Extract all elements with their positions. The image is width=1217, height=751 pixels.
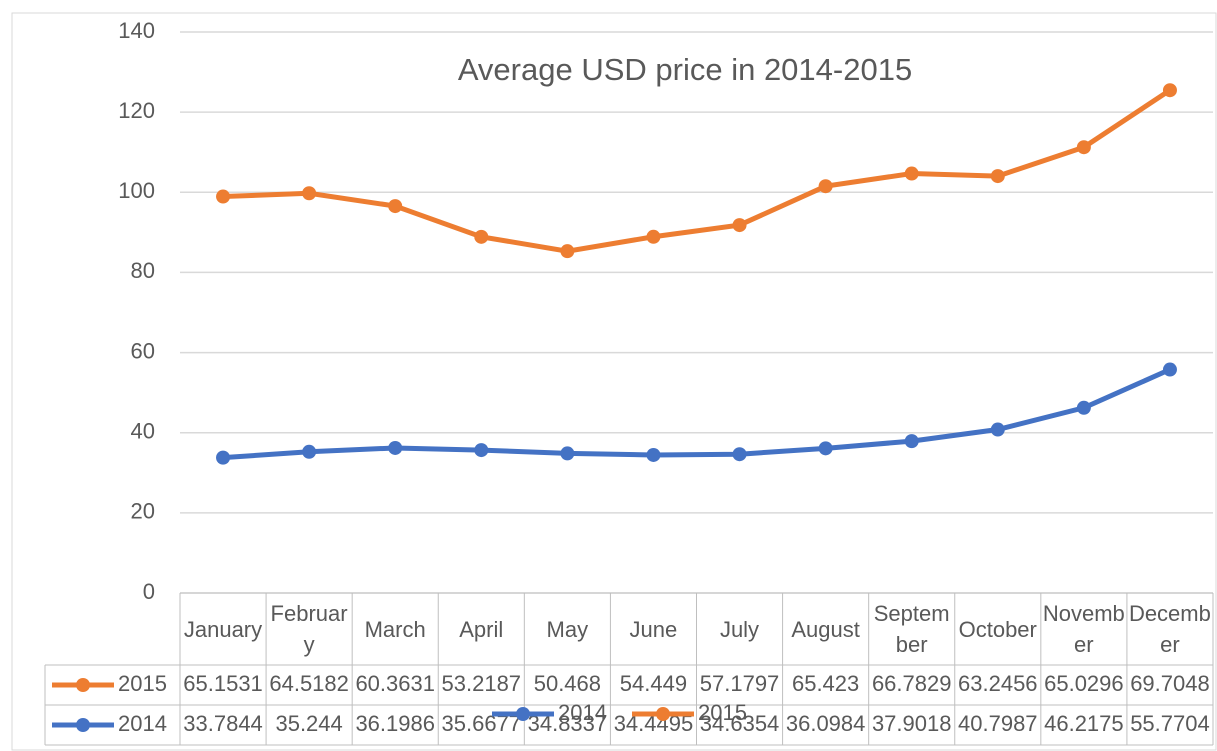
table-cell: 65.423 (792, 671, 859, 696)
table-row-header: 2015 (118, 671, 167, 696)
legend-key (516, 707, 530, 721)
y-tick-label: 40 (131, 419, 155, 444)
x-tick-label: April (459, 616, 504, 642)
table-cell: 34.6354 (700, 711, 780, 736)
table-cell: 66.7829 (872, 671, 952, 696)
table-cell: 54.449 (620, 671, 687, 696)
data-point (216, 189, 231, 204)
data-point (302, 444, 317, 459)
table-cell: 60.3631 (355, 671, 435, 696)
table-row-header: 2014 (118, 711, 167, 736)
data-point (646, 229, 661, 244)
table-cell: 65.0296 (1044, 671, 1124, 696)
legend-label: 2015 (698, 700, 747, 725)
x-tick-label: November (1042, 601, 1125, 657)
table-cell: 53.2187 (442, 671, 522, 696)
table-cell: 46.2175 (1044, 711, 1124, 736)
data-point (904, 434, 919, 449)
table-cell: 35.244 (275, 711, 342, 736)
data-point (732, 218, 747, 233)
data-point (388, 199, 403, 214)
x-tick-label: September (873, 601, 950, 657)
y-tick-label: 0 (143, 579, 155, 604)
category-cell: October (958, 616, 1037, 642)
table-cell: 55.7704 (1130, 711, 1210, 736)
table-cell: 57.1797 (700, 671, 780, 696)
category-cell: November (1042, 601, 1125, 657)
table-cell: 40.7987 (958, 711, 1038, 736)
table-cell: 65.1531 (183, 671, 263, 696)
data-point (216, 450, 231, 465)
data-point (646, 447, 661, 462)
x-tick-label: March (364, 616, 426, 642)
category-cell: March (364, 616, 426, 642)
table-cell: 69.7048 (1130, 671, 1210, 696)
data-point (388, 440, 403, 455)
legend-label: 2014 (558, 700, 607, 725)
legend-key (76, 678, 90, 692)
data-point (474, 443, 489, 458)
table-cell: 37.9018 (872, 711, 952, 736)
x-tick-label: October (958, 616, 1037, 642)
y-tick-label: 20 (131, 499, 155, 524)
table-cell: 63.2456 (958, 671, 1038, 696)
legend-key (656, 707, 670, 721)
series-line (222, 367, 1171, 461)
data-point (560, 446, 575, 461)
x-tick-label: February (270, 601, 348, 657)
y-tick-label: 100 (118, 178, 155, 203)
table-cell: 64.5182 (269, 671, 349, 696)
y-tick-label: 60 (131, 338, 155, 363)
data-point (1162, 83, 1177, 98)
data-point (990, 422, 1005, 437)
table-cell: 50.468 (534, 671, 601, 696)
category-cell: August (791, 616, 860, 642)
legend-key (76, 718, 90, 732)
category-cell: April (459, 616, 504, 642)
y-tick-label: 120 (118, 98, 155, 123)
data-point (990, 169, 1005, 184)
x-tick-label: July (719, 616, 760, 642)
table-cell: 36.0984 (786, 711, 866, 736)
x-tick-label: May (546, 616, 589, 642)
data-point (1076, 400, 1091, 415)
data-point (1076, 140, 1091, 155)
category-cell: July (719, 616, 760, 642)
y-tick-label: 140 (118, 18, 155, 43)
y-tick-label: 80 (131, 258, 155, 283)
data-point (732, 447, 747, 462)
data-point (818, 179, 833, 194)
category-cell: September (873, 601, 950, 657)
x-tick-label: August (791, 616, 860, 642)
chart-title: Average USD price in 2014-2015 (458, 52, 912, 87)
data-point (474, 229, 489, 244)
data-point (302, 186, 317, 201)
data-point (904, 166, 919, 181)
x-tick-label: June (629, 616, 678, 642)
category-cell: May (546, 616, 589, 642)
category-cell: January (183, 616, 263, 642)
x-tick-label: January (183, 616, 263, 642)
x-tick-label: December (1128, 601, 1211, 657)
series-line (222, 88, 1172, 254)
category-cell: February (270, 601, 348, 657)
chart-frame (11, 12, 1217, 751)
data-point (1162, 362, 1177, 377)
table-cell: 36.1986 (355, 711, 435, 736)
table-cell: 33.7844 (183, 711, 263, 736)
category-cell: June (629, 616, 678, 642)
category-cell: December (1128, 601, 1211, 657)
data-point (818, 441, 833, 456)
data-point (560, 244, 575, 259)
